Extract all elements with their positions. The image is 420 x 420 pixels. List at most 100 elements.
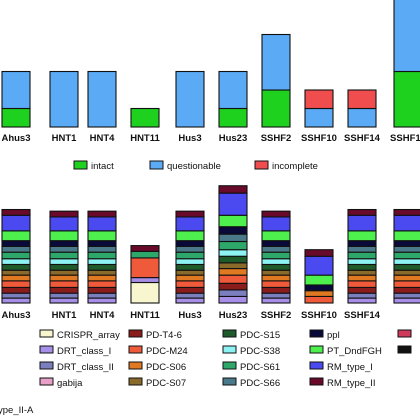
bar-segment-RM_type_II-col9 [393,208,420,216]
bar-segment-PD-T4-6-HNT4 [87,286,117,294]
bar-segment-PDC-S61-Hus3 [175,251,205,260]
bar-segment-PDC-S07-col9 [393,269,420,276]
x-tick-label: SSHF2 [261,310,292,321]
bar-segment-questionable-SSHF10 [304,107,334,128]
bar-segment-intact-SSHF18 [393,70,420,128]
bar-segment-PDC-S66-Ahus3 [1,245,31,253]
bar-segment-RM_type_I-Ahus3 [1,214,31,232]
legend-label-RM_type_II: RM_type_II [327,378,376,389]
legend-swatch-CRISPR_array [39,329,54,338]
bar-segment-PDC-S66-col9 [393,245,420,253]
legend-swatch-DRT_class_II [39,361,54,370]
bar-segment-PDC-M24-col9 [393,280,420,288]
bar-segment-PDC-S07-Hus23 [218,262,248,270]
legend-swatch-PDC-S38 [222,345,237,354]
bar-segment-PDC-S06-SSHF14 [347,274,377,282]
legend-label-PDC-S07: PDC-S07 [146,378,186,389]
bar-segment-DRT_class_I-SSHF14 [347,297,377,304]
bar-segment-PDC-S07-HNT4 [87,269,117,276]
x-tick-label: SSHF2 [261,133,292,144]
legend-label-PDC-S66: PDC-S66 [240,378,280,389]
bar-segment-questionable-SSHF14 [347,107,377,128]
bar-segment-PT_DndFGH-Hus23 [218,214,248,228]
bar-segment-PD-T4-6-Ahus3 [1,286,31,294]
bar-segment-PDC-S66-SSHF2 [261,245,291,253]
x-tick-label: SSHF18 [390,133,420,144]
bar-segment-questionable-HNT4 [87,70,117,128]
bar-segment-PDC-S06-col9 [393,274,420,282]
bar-segment-PD-T4-6-SSHF14 [347,286,377,294]
bar-segment-ppl-Hus3 [175,240,205,247]
bar-segment-CRISPR_array-HNT11 [130,281,160,304]
bar-segment-PDC-S38-Hus23 [218,249,248,257]
bar-segment-PDC-S07-HNT1 [49,269,79,276]
bar-segment-intact-HNT11 [130,107,160,128]
legend-label-DRT_class_II: DRT_class_II [57,362,114,373]
bar-segment-PDC-S15-col9 [393,263,420,271]
bar-segment-DRT_class_I-HNT4 [87,297,117,304]
legend-swatch-RM_type_II [309,377,324,386]
bar-segment-PDC-M24-Ahus3 [1,280,31,288]
legend-swatch-PDC-S15 [222,329,237,338]
bar-segment-DRT_class_I-SSHF2 [261,297,291,304]
top-legend: intact questionable incomplete [73,160,318,172]
legend-swatch-PD-T4-6 [128,329,143,338]
x-tick-label: Hus3 [178,133,201,144]
bar-segment-RM_type_I-SSHF2 [261,216,291,232]
bar-segment-PDC-S66-Hus23 [218,233,248,243]
legend-swatch-intact [73,160,88,170]
bar-segment-PDC-S06-Hus23 [218,268,248,276]
bar-segment-DRT_class_I-Hus3 [175,297,205,304]
bar-segment-RM_type_I-SSHF10 [304,255,334,276]
bar-segment-DRT_class_II-Ahus3 [1,292,31,299]
legend-partial-label: ype_II-A [0,405,34,416]
bar-segment-PDC-S06-HNT1 [49,274,79,282]
bar-segment-PD-T4-6-HNT1 [49,286,79,294]
bar-segment-PDC-M24-SSHF10 [304,295,334,304]
bar-segment-PDC-S38-HNT4 [87,258,117,266]
x-tick-label: HNT11 [130,310,160,321]
bar-segment-RM_type_II-SSHF10 [304,249,334,257]
bar-segment-ppl-Hus23 [218,226,248,235]
bar-segment-PDC-S66-HNT4 [87,245,117,253]
bar-segment-incomplete-SSHF14 [347,89,377,110]
x-tick-label: HNT4 [90,310,116,321]
legend-swatch-PDC-S06 [128,361,143,370]
bar-segment-PDC-S38-col9 [393,258,420,266]
bar-segment-DRT_class_II-HNT4 [87,292,117,299]
bar-segment-questionable-SSHF18 [393,0,420,73]
bar-segment-DRT_class_I-col9 [393,297,420,304]
x-tick-label: Hus23 [219,310,248,321]
bar-segment-PDC-S61-HNT11 [130,250,160,259]
bar-segment-RM_type_I-HNT1 [49,216,79,232]
bar-segment-PDC-S15-HNT4 [87,263,117,271]
bar-segment-PDC-S07-SSHF14 [347,269,377,276]
bar-segment-intact-SSHF2 [261,89,291,128]
bar-segment-DRT_class_II-Hus23 [218,289,248,297]
x-tick-label: SSHF14 [344,133,381,144]
x-tick-label: HNT4 [90,133,116,144]
bar-segment-PT_DndFGH-Hus3 [175,230,205,242]
legend-swatch-PT_DndFGH [309,345,324,354]
legend-swatch-PDC-M24 [128,345,143,354]
bar-segment-RM_type_II-SSHF2 [261,210,291,218]
bar-segment-RM_type_I-col9 [393,214,420,232]
legend-label-PDC-S38: PDC-S38 [240,346,280,357]
bottom-stacked-bar-chart: Ahus3 HNT1 HNT4 HNT11 Hus3 Hus23 SSHF2 SSHF10 SS… [1,185,420,321]
bar-segment-PDC-S61-Hus23 [218,240,248,251]
bar-segment-PDC-S38-Hus3 [175,258,205,266]
bar-segment-PDC-S61-SSHF2 [261,251,291,260]
legend-label-PDC-M24: PDC-M24 [146,346,188,357]
bar-segment-PDC-M24-Hus3 [175,280,205,288]
bar-segment-PDC-M24-Hus23 [218,274,248,284]
x-tick-label: SSHF10 [301,310,337,321]
x-tick-label: Hus23 [219,133,248,144]
bar-segment-PDC-S06-HNT4 [87,274,117,282]
legend-swatch-PDC-S66 [222,377,237,386]
legend-label-intact: intact [91,161,114,172]
bottom-legend: CRISPR_array DRT_class_I DRT_class_IIgabij… [39,329,412,389]
bar-segment-PDC-S15-Ahus3 [1,263,31,271]
bar-segment-DRT_class_II-HNT1 [49,292,79,299]
bar-segment-RM_type_I-Hus3 [175,216,205,232]
